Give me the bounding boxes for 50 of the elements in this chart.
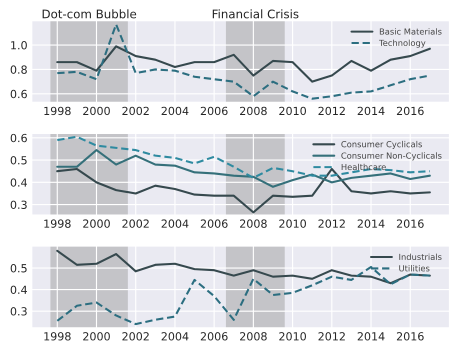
x-tick-label: 2006 [200, 219, 228, 228]
x-tick-label: 1998 [44, 219, 71, 228]
y-tick-label: 1.0 [11, 41, 27, 50]
legend-label: Consumer Cyclicals [341, 140, 422, 149]
x-tick-label: 2014 [358, 332, 385, 341]
y-tick-label: 0.5 [10, 264, 27, 272]
x-tick-label: 2004 [162, 219, 188, 228]
x-tick-label: 2004 [162, 332, 188, 341]
x-tick-label: 2008 [240, 106, 267, 116]
x-tick-label: 1998 [44, 106, 71, 116]
legend-label: Utilities [399, 264, 430, 272]
x-tick-label: 1998 [44, 332, 71, 341]
legend-label: Industrials [399, 254, 442, 260]
x-tick-label: 2000 [83, 332, 110, 341]
x-tick-label: 2012 [318, 332, 345, 341]
x-tick-label: 2016 [396, 332, 424, 341]
legend-label: Consumer Non-Cyclicals [341, 152, 442, 160]
x-tick-label: 2016 [396, 106, 424, 116]
x-tick-label: 2000 [83, 219, 110, 228]
x-tick-label: 2006 [200, 106, 228, 116]
y-tick-label: 0.4 [10, 286, 27, 294]
x-tick-label: 2014 [358, 219, 385, 228]
y-tick-label: 0.5 [10, 156, 27, 164]
y-tick-label: 0.3 [10, 200, 27, 209]
y-tick-label: 0.8 [10, 65, 27, 74]
x-tick-label: 2002 [122, 106, 149, 116]
legend-label: Basic Materials [380, 28, 442, 35]
x-tick-label: 2002 [122, 219, 149, 228]
y-tick-label: 0.4 [10, 178, 27, 187]
band-label: Dot-com Bubble [42, 9, 136, 18]
legend-label: Healthcare [342, 164, 386, 170]
x-tick-label: 2016 [396, 219, 424, 228]
x-tick-label: 2004 [162, 106, 188, 116]
x-tick-label: 2014 [358, 106, 385, 116]
y-tick-label: 0.6 [10, 134, 27, 142]
y-tick-label: 0.6 [10, 90, 27, 98]
x-tick-label: 2008 [240, 332, 267, 341]
x-tick-label: 2008 [240, 219, 267, 228]
x-tick-label: 2000 [83, 106, 110, 116]
x-tick-label: 2012 [318, 219, 345, 228]
band-label: Financial Crisis [212, 9, 298, 18]
line-series [56, 266, 431, 326]
y-tick-label: 0.3 [10, 307, 27, 316]
legend-label: Technology [379, 40, 426, 48]
x-tick-label: 2012 [318, 106, 345, 116]
x-tick-label: 2006 [200, 332, 228, 341]
x-tick-label: 2002 [122, 332, 149, 341]
x-tick-label: 2010 [279, 219, 306, 228]
x-tick-label: 2010 [279, 332, 306, 341]
x-tick-label: 2010 [279, 106, 306, 116]
